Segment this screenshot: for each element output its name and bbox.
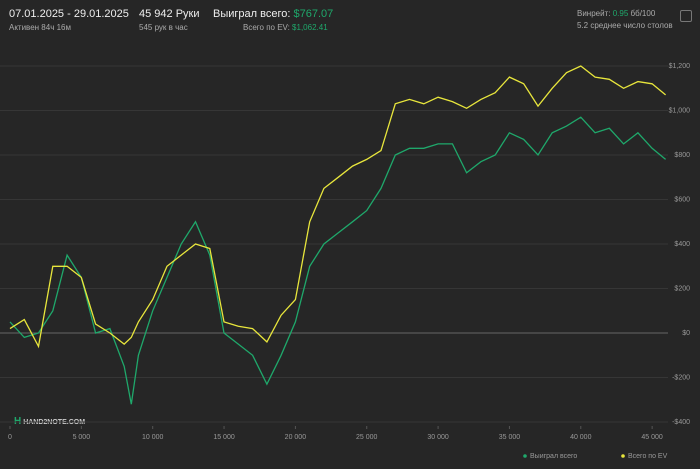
y-tick-label: $600 — [674, 196, 690, 203]
winrate-unit: бб/100 — [630, 9, 656, 18]
y-tick-label: $800 — [674, 152, 690, 159]
legend-swatch — [621, 454, 625, 458]
won-value: $767.07 — [293, 8, 334, 20]
x-tick-label: 10 000 — [142, 434, 164, 441]
settings-button[interactable] — [680, 10, 692, 22]
hands-per-hour: 545 рук в час — [139, 23, 188, 32]
x-tick-label: 35 000 — [499, 434, 521, 441]
y-tick-label: -$400 — [672, 419, 690, 426]
legend-label: Выиграл всего — [530, 453, 577, 460]
active-time: Активен 84ч 16м — [9, 23, 71, 32]
x-tick-label: 40 000 — [570, 434, 592, 441]
winrate-label: Винрейт: — [577, 9, 611, 18]
y-tick-label: $1,000 — [669, 107, 691, 114]
ev-total: Всего по EV: $1,062.41 — [243, 23, 328, 32]
tables: 5.2 среднее число столов — [577, 21, 673, 30]
hands: 45 942 Руки — [139, 8, 200, 20]
x-tick-label: 20 000 — [285, 434, 307, 441]
won-label: Выиграл всего: — [213, 8, 291, 20]
ev-label: Всего по EV: — [243, 23, 290, 32]
x-tick-label: 30 000 — [427, 434, 449, 441]
y-tick-label: $0 — [682, 330, 690, 337]
won-total: Выиграл всего: $767.07 — [213, 8, 333, 20]
y-tick-label: $1,200 — [669, 63, 691, 70]
winrate: Винрейт: 0.95 бб/100 — [577, 9, 655, 18]
legend-label: Всего по EV — [628, 453, 668, 460]
x-tick-label: 15 000 — [213, 434, 235, 441]
series-line — [9, 116, 667, 405]
x-tick-label: 45 000 — [641, 434, 663, 441]
ev-value: $1,062.41 — [292, 23, 328, 32]
winrate-value: 0.95 — [612, 9, 629, 18]
x-tick-label: 0 — [8, 434, 12, 441]
date-range: 07.01.2025 - 29.01.2025 — [9, 8, 129, 20]
series-line — [9, 65, 667, 349]
legend-swatch — [523, 454, 527, 458]
y-tick-label: $200 — [674, 285, 690, 292]
y-tick-label: -$200 — [672, 374, 690, 381]
x-tick-label: 25 000 — [356, 434, 378, 441]
y-tick-label: $400 — [674, 241, 690, 248]
x-tick-label: 5 000 — [73, 434, 91, 441]
